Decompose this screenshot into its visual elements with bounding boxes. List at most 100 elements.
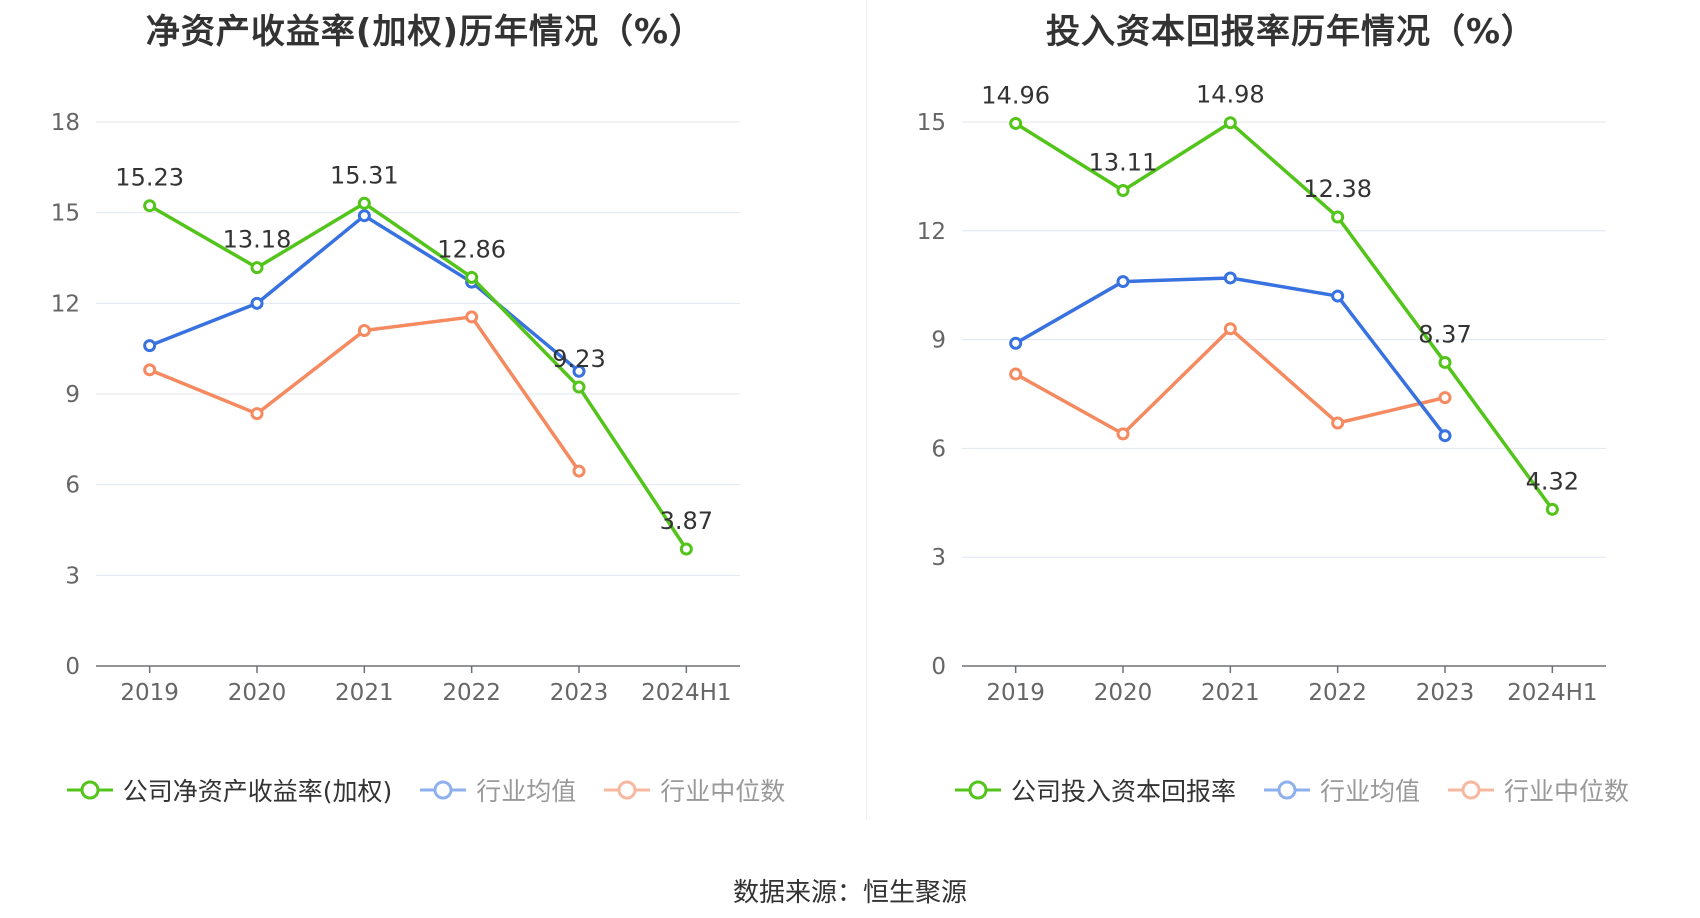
y-tick-label: 3 bbox=[65, 563, 80, 589]
data-point-median bbox=[357, 324, 371, 338]
data-point-company bbox=[250, 261, 264, 275]
data-label: 14.96 bbox=[981, 81, 1050, 109]
legend-label: 行业中位数 bbox=[660, 777, 786, 806]
data-point-company bbox=[143, 199, 157, 213]
y-tick-label: 6 bbox=[65, 473, 80, 499]
legend-item-company[interactable]: 公司投入资本回报率 bbox=[953, 772, 1236, 808]
series-line-company bbox=[1014, 120, 1554, 511]
data-point-median bbox=[1223, 322, 1237, 336]
x-tick-label: 2020 bbox=[228, 680, 287, 706]
data-source-note: 数据来源：恒生聚源 bbox=[732, 878, 967, 908]
x-tick-label: 2021 bbox=[1201, 680, 1260, 706]
data-point-median bbox=[250, 407, 264, 421]
legend: 公司投入资本回报率 行业均值 行业中位数 bbox=[866, 772, 1700, 808]
data-point-company bbox=[1545, 502, 1559, 516]
data-label: 4.32 bbox=[1526, 467, 1579, 495]
legend-line-icon bbox=[604, 780, 651, 800]
data-point-avg bbox=[1331, 289, 1345, 303]
y-tick-label: 18 bbox=[51, 110, 80, 136]
legend-line-icon bbox=[66, 780, 113, 800]
chart-panel-roic: 投入资本回报率历年情况（%） 0 3 6 9 12 15 2019 2020 2021 2022 2… bbox=[866, 0, 1700, 820]
data-point-company bbox=[1438, 355, 1452, 369]
y-tick-label: 0 bbox=[65, 654, 80, 680]
x-tick-label: 2024H1 bbox=[1507, 680, 1597, 706]
data-point-company bbox=[465, 270, 479, 284]
data-point-avg bbox=[143, 339, 157, 353]
legend-label: 行业中位数 bbox=[1504, 777, 1630, 806]
y-tick-label: 9 bbox=[65, 382, 80, 408]
data-label: 12.38 bbox=[1303, 175, 1372, 203]
data-point-company bbox=[1223, 116, 1237, 130]
data-point-median bbox=[572, 464, 586, 478]
data-label: 8.37 bbox=[1418, 320, 1471, 348]
data-label: 15.23 bbox=[115, 164, 184, 192]
data-point-median bbox=[465, 310, 479, 324]
series-line-median bbox=[1014, 326, 1446, 436]
legend-line-icon bbox=[954, 780, 1001, 800]
legend-label: 公司投入资本回报率 bbox=[1010, 777, 1236, 806]
y-tick-label: 12 bbox=[51, 291, 80, 317]
data-label: 9.23 bbox=[552, 345, 605, 373]
line-chart-roic: 0 3 6 9 12 15 2019 2020 2021 2022 2023 2024H1 14.96 1… bbox=[917, 81, 1606, 706]
data-point-company bbox=[572, 380, 586, 394]
x-tick-label: 2020 bbox=[1094, 680, 1153, 706]
x-tick-label: 2023 bbox=[1416, 680, 1475, 706]
y-tick-label: 6 bbox=[931, 436, 946, 462]
data-point-avg bbox=[1116, 275, 1130, 289]
data-point-avg bbox=[1438, 429, 1452, 443]
data-label: 13.11 bbox=[1089, 149, 1158, 177]
legend-item-median[interactable]: 行业中位数 bbox=[602, 772, 785, 808]
legend-item-avg[interactable]: 行业均值 bbox=[418, 772, 576, 808]
data-label: 13.18 bbox=[223, 226, 292, 254]
data-label: 15.31 bbox=[330, 161, 399, 189]
panel-divider bbox=[866, 0, 867, 820]
data-point-median bbox=[1438, 391, 1452, 405]
chart-title: 净资产收益率(加权)历年情况（%） bbox=[145, 12, 705, 52]
legend-line-icon bbox=[1448, 780, 1494, 800]
data-point-median bbox=[1116, 427, 1130, 441]
legend-label: 公司净资产收益率(加权) bbox=[122, 777, 393, 806]
series-line-avg bbox=[149, 213, 581, 373]
x-tick-label: 2021 bbox=[335, 680, 394, 706]
data-point-company bbox=[679, 542, 693, 556]
y-tick-label: 3 bbox=[931, 545, 946, 571]
data-label: 14.98 bbox=[1196, 81, 1265, 109]
data-point-avg bbox=[1009, 336, 1023, 350]
x-tick-label: 2023 bbox=[550, 680, 609, 706]
x-tick-label: 2019 bbox=[986, 680, 1045, 706]
series-line-company bbox=[148, 201, 688, 551]
x-tick-label: 2022 bbox=[442, 680, 501, 706]
y-tick-label: 9 bbox=[931, 328, 946, 354]
data-point-avg bbox=[250, 296, 264, 310]
data-label: 3.87 bbox=[660, 507, 713, 535]
legend-line-icon bbox=[420, 780, 467, 800]
line-chart-roe: 0 3 6 9 12 15 18 2019 2020 2021 2022 2023 2024H1 15.2… bbox=[51, 110, 740, 706]
data-point-company bbox=[1331, 210, 1345, 224]
data-point-median bbox=[1009, 367, 1023, 381]
x-tick-label: 2022 bbox=[1308, 680, 1367, 706]
legend-item-avg[interactable]: 行业均值 bbox=[1262, 772, 1420, 808]
legend-item-company[interactable]: 公司净资产收益率(加权) bbox=[65, 772, 393, 808]
chart-title: 投入资本回报率历年情况（%） bbox=[1045, 12, 1537, 52]
legend: 公司净资产收益率(加权) 行业均值 行业中位数 bbox=[0, 772, 850, 808]
legend-item-median[interactable]: 行业中位数 bbox=[1446, 772, 1629, 808]
data-point-company bbox=[1116, 184, 1130, 198]
data-point-avg bbox=[1223, 271, 1237, 285]
data-point-company bbox=[357, 196, 371, 210]
legend-label: 行业均值 bbox=[476, 777, 577, 806]
data-point-median bbox=[1331, 416, 1345, 430]
chart-panel-roe: 净资产收益率(加权)历年情况（%） 0 3 6 9 12 15 18 2019 2020 2021… bbox=[0, 0, 850, 820]
x-tick-label: 2019 bbox=[120, 680, 179, 706]
y-tick-label: 15 bbox=[917, 110, 946, 136]
data-point-avg bbox=[572, 364, 586, 378]
legend-line-icon bbox=[1263, 780, 1310, 800]
y-tick-label: 0 bbox=[931, 654, 946, 680]
y-tick-label: 15 bbox=[51, 201, 80, 227]
legend-label: 行业均值 bbox=[1319, 777, 1420, 806]
y-tick-label: 12 bbox=[917, 219, 946, 245]
data-point-median bbox=[143, 363, 157, 377]
x-tick-label: 2024H1 bbox=[641, 680, 731, 706]
data-label: 12.86 bbox=[437, 235, 506, 263]
data-point-company bbox=[1009, 116, 1023, 130]
data-point-avg bbox=[357, 209, 371, 223]
